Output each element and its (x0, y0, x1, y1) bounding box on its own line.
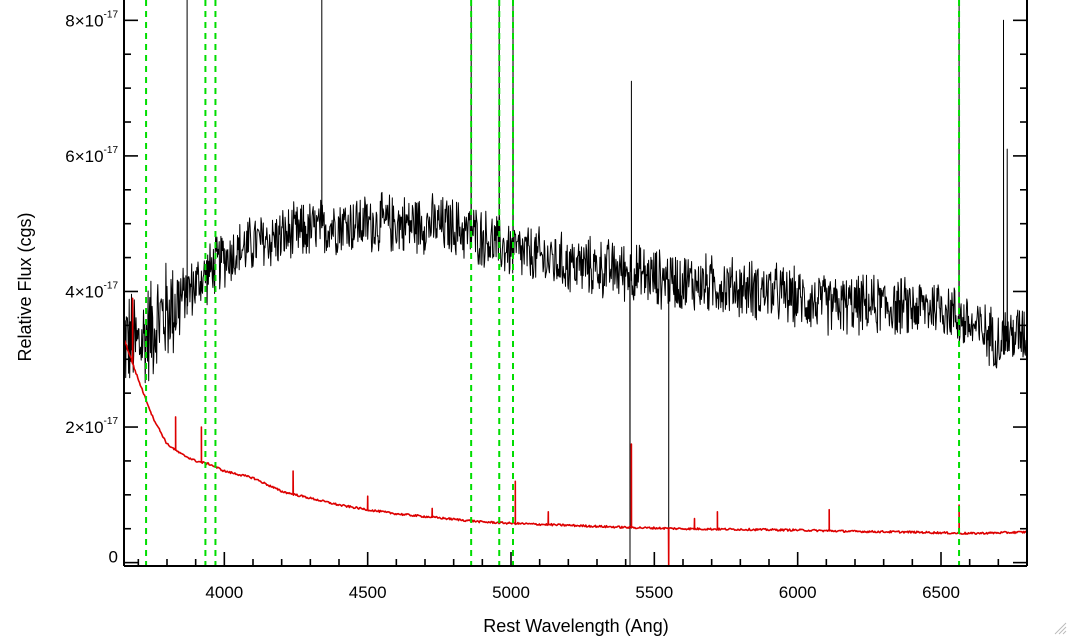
series-line-0 (124, 0, 1027, 566)
y-tick-label: 0 (109, 548, 118, 567)
y-tick-label: 4×10-17 (65, 280, 118, 301)
x-tick-label: 5500 (635, 583, 673, 602)
x-tick-label: 4000 (205, 583, 243, 602)
series-line-1 (124, 297, 1027, 566)
y-axis-title: Relative Flux (cgs) (15, 212, 35, 361)
y-tick-label: 8×10-17 (65, 9, 118, 30)
x-tick-label: 5000 (492, 583, 530, 602)
x-axis-title: Rest Wavelength (Ang) (483, 616, 668, 636)
x-tick-label: 6500 (922, 583, 960, 602)
axes: 4000 4500 5000 5500 6000 6500 0 2×10-17 4×10-17 6… (65, 0, 1028, 602)
y-tick-label: 2×10-17 (65, 416, 118, 437)
resize-grip-icon[interactable] (1053, 621, 1067, 635)
plot-area (124, 0, 1027, 566)
x-tick-label: 4500 (349, 583, 387, 602)
y-tick-label: 6×10-17 (65, 145, 118, 166)
x-tick-label: 6000 (779, 583, 817, 602)
